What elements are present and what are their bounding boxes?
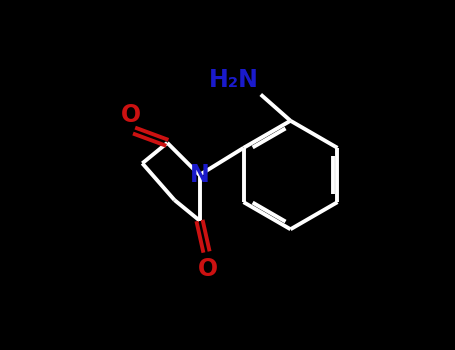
Text: O: O <box>121 103 142 127</box>
Text: H₂N: H₂N <box>209 68 259 92</box>
Text: N: N <box>190 163 209 187</box>
Text: O: O <box>198 257 218 281</box>
